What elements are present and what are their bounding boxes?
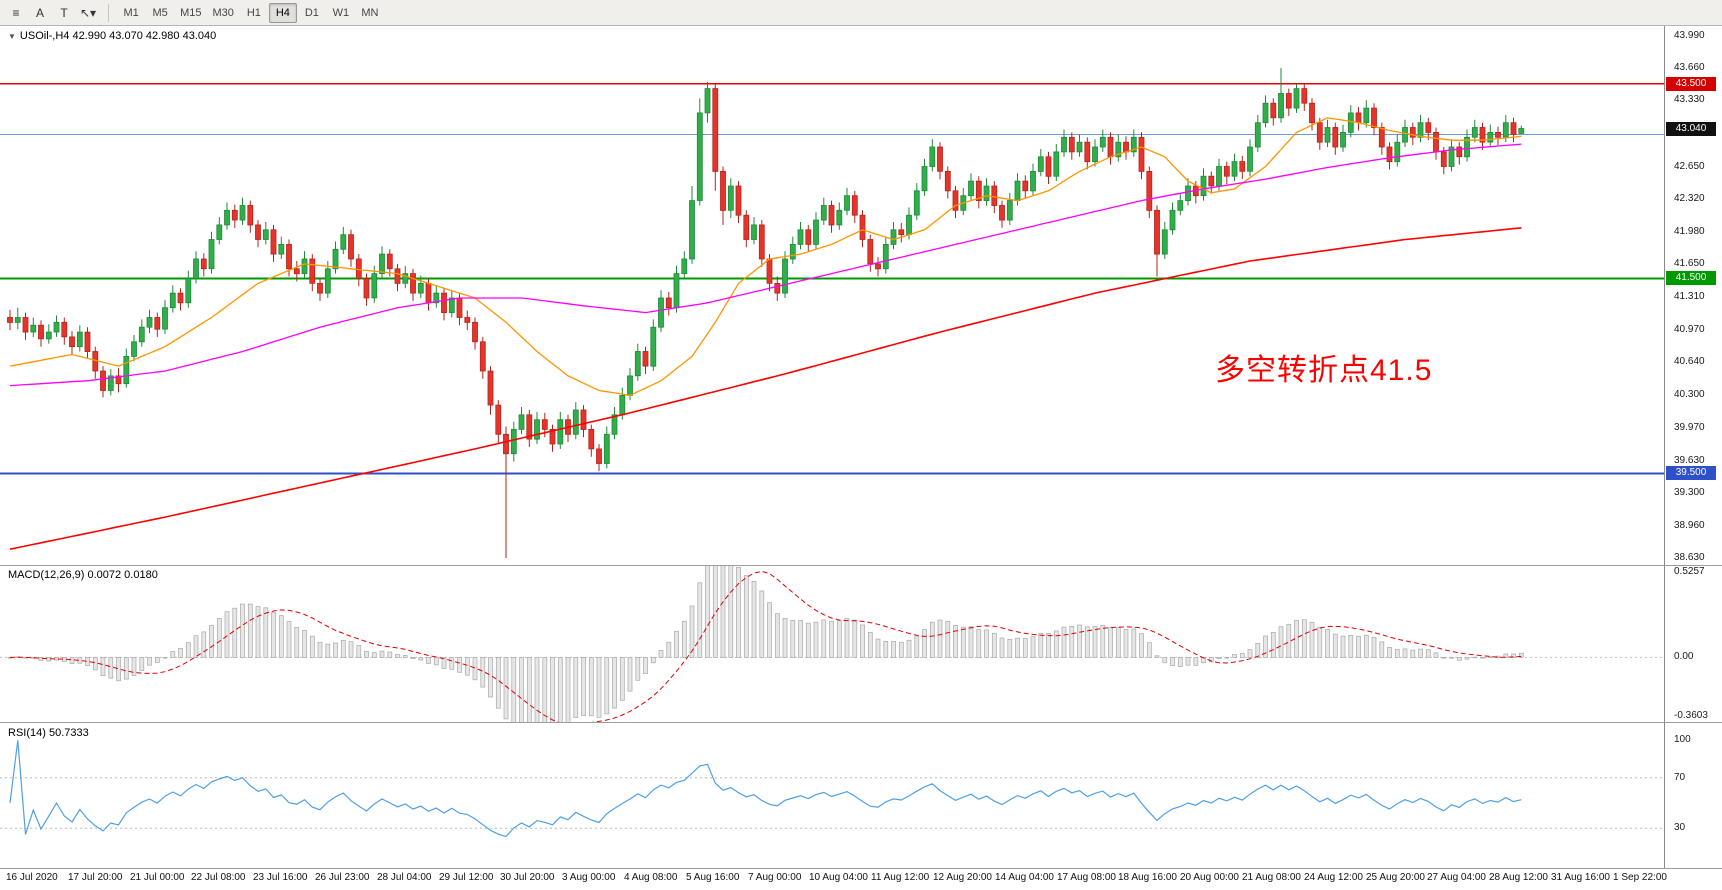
price-axis-label: 40.300: [1674, 389, 1705, 400]
annotate-a-icon[interactable]: A: [28, 3, 52, 23]
time-axis-label: 14 Aug 04:00: [995, 872, 1054, 883]
time-axis-label: 20 Aug 00:00: [1180, 872, 1239, 883]
hline-price-marker[interactable]: 43.500: [1666, 77, 1716, 91]
current-price-marker: 43.040: [1666, 122, 1716, 136]
price-axis-label: 40.970: [1674, 324, 1705, 335]
price-axis-label: 41.980: [1674, 226, 1705, 237]
toolbar-separator: [108, 3, 110, 22]
timeframe-h4-button[interactable]: H4: [268, 2, 297, 23]
price-axis-label: 42.320: [1674, 193, 1705, 204]
hline-price-marker[interactable]: 39.500: [1666, 466, 1716, 480]
rsi-axis-label: 100: [1674, 734, 1691, 745]
toolbar: ≡ A T ↖▾ M1 M5 M15 M30 H1 H4 D1 W1 MN: [0, 0, 1722, 26]
time-axis-label: 18 Aug 16:00: [1118, 872, 1177, 883]
price-chart-canvas[interactable]: [0, 26, 1664, 565]
collapse-triangle-icon[interactable]: ▼: [8, 32, 16, 41]
macd-axis-label: -0.3603: [1674, 710, 1708, 721]
time-axis-label: 28 Jul 04:00: [377, 872, 432, 883]
time-axis-label: 17 Jul 20:00: [68, 872, 123, 883]
time-axis-label: 29 Jul 12:00: [439, 872, 494, 883]
price-axis-border: [1664, 26, 1665, 868]
price-axis-label: 38.630: [1674, 552, 1705, 563]
time-axis-label: 23 Jul 16:00: [253, 872, 308, 883]
symbol-ohlc-text: USOil-,H4 42.990 43.070 42.980 43.040: [19, 30, 217, 42]
rsi-axis-label: 70: [1674, 772, 1686, 783]
annotation-text[interactable]: 多空转折点41.5: [1215, 354, 1433, 387]
price-axis-label: 43.990: [1674, 30, 1705, 41]
rsi-axis-label: 30: [1674, 822, 1686, 833]
macd-canvas[interactable]: [0, 566, 1664, 722]
time-axis-border: [0, 868, 1722, 869]
panel-separator[interactable]: [0, 722, 1722, 723]
timeframe-mn-button[interactable]: MN: [356, 3, 384, 23]
timeframe-m15-button[interactable]: M15: [175, 3, 206, 23]
price-axis-label: 39.970: [1674, 422, 1705, 433]
macd-axis-label: 0.5257: [1674, 566, 1705, 577]
time-axis-label: 21 Jul 00:00: [130, 872, 185, 883]
price-axis-label: 38.960: [1674, 520, 1705, 531]
macd-axis-label: 0.00: [1674, 651, 1694, 662]
time-axis-label: 31 Aug 16:00: [1551, 872, 1610, 883]
hline-price-marker[interactable]: 41.500: [1666, 271, 1716, 285]
time-axis-label: 11 Aug 12:00: [871, 872, 930, 883]
panel-separator[interactable]: [0, 565, 1722, 566]
timeframe-m5-button[interactable]: M5: [146, 3, 174, 23]
price-axis-label: 41.650: [1674, 258, 1705, 269]
time-axis-label: 4 Aug 08:00: [624, 872, 678, 883]
rsi-indicator-label: RSI(14) 50.7333: [8, 727, 89, 739]
price-axis-label: 43.660: [1674, 62, 1705, 73]
timeframe-m30-button[interactable]: M30: [207, 3, 238, 23]
time-axis-label: 22 Jul 08:00: [191, 872, 246, 883]
timeframe-d1-button[interactable]: D1: [298, 3, 326, 23]
chart-ohlc-label: ▼ USOil-,H4 42.990 43.070 42.980 43.040: [8, 30, 216, 42]
time-axis-label: 25 Aug 20:00: [1366, 872, 1425, 883]
time-axis-label: 24 Aug 12:00: [1304, 872, 1363, 883]
time-axis-label: 7 Aug 00:00: [748, 872, 802, 883]
timeframe-w1-button[interactable]: W1: [327, 3, 355, 23]
price-axis-label: 39.300: [1674, 487, 1705, 498]
time-axis-label: 12 Aug 20:00: [933, 872, 992, 883]
rsi-canvas[interactable]: [0, 723, 1664, 868]
time-axis-label: 5 Aug 16:00: [686, 872, 740, 883]
price-axis-label: 43.330: [1674, 94, 1705, 105]
time-axis-label: 10 Aug 04:00: [809, 872, 868, 883]
chart-menu-icon[interactable]: ≡: [4, 3, 28, 23]
draw-tools-icon[interactable]: ↖▾: [76, 3, 100, 23]
time-axis-label: 30 Jul 20:00: [500, 872, 555, 883]
toolbar-tools: ≡ A T ↖▾: [4, 3, 100, 23]
time-axis-label: 16 Jul 2020: [6, 872, 58, 883]
price-axis-label: 40.640: [1674, 356, 1705, 367]
time-axis-label: 1 Sep 22:00: [1613, 872, 1667, 883]
time-axis-label: 3 Aug 00:00: [562, 872, 616, 883]
time-axis-label: 17 Aug 08:00: [1057, 872, 1116, 883]
timeframe-h1-button[interactable]: H1: [240, 3, 268, 23]
time-axis-label: 26 Jul 23:00: [315, 872, 370, 883]
price-axis-label: 42.650: [1674, 161, 1705, 172]
time-axis-label: 28 Aug 12:00: [1489, 872, 1548, 883]
time-axis-label: 27 Aug 04:00: [1427, 872, 1486, 883]
timeframe-m1-button[interactable]: M1: [117, 3, 145, 23]
price-axis-label: 39.630: [1674, 455, 1705, 466]
price-axis-label: 41.310: [1674, 291, 1705, 302]
macd-indicator-label: MACD(12,26,9) 0.0072 0.0180: [8, 569, 158, 581]
time-axis-label: 21 Aug 08:00: [1242, 872, 1301, 883]
text-tool-icon[interactable]: T: [52, 3, 76, 23]
timeframe-switcher: M1 M5 M15 M30 H1 H4 D1 W1 MN: [117, 2, 384, 23]
